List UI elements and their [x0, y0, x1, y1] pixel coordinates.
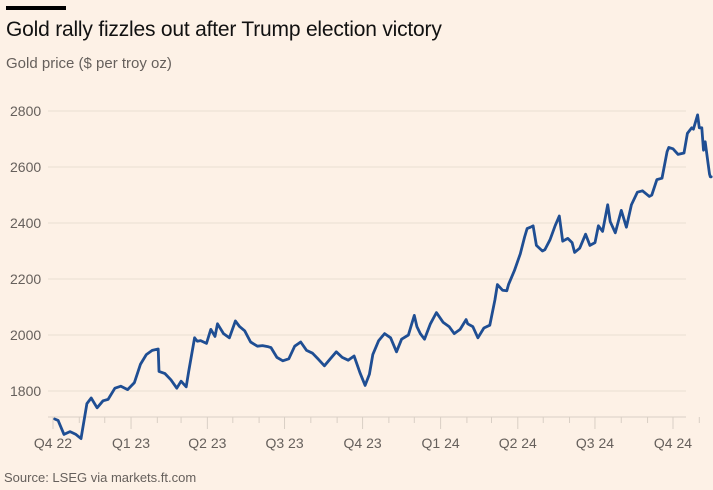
- x-tick-label: Q3 23: [265, 435, 303, 451]
- chart-title: Gold rally fizzles out after Trump elect…: [6, 18, 442, 41]
- x-tick-label: Q3 24: [576, 435, 614, 451]
- y-tick-label: 2800: [10, 103, 41, 119]
- gridlines: [48, 110, 686, 392]
- x-tick-label: Q2 23: [188, 435, 226, 451]
- y-tick-label: 2200: [10, 271, 41, 287]
- x-tick-label: Q1 23: [112, 435, 150, 451]
- x-tick-label: Q4 24: [654, 435, 692, 451]
- gold-price-line: [53, 113, 713, 440]
- y-axis-ticks: 1800 2000 2200 2400 2600 2800: [10, 103, 41, 399]
- y-tick-label: 2600: [10, 159, 41, 175]
- x-tick-label: Q4 22: [34, 435, 72, 451]
- gold-price-chart: 1800 2000 2200 2400 2600 2800 Q4 22 Q1 23 Q2 23…: [10, 103, 713, 451]
- x-tick-label: Q2 24: [499, 435, 537, 451]
- chart-subtitle: Gold price ($ per troy oz): [6, 55, 172, 72]
- source-note: Source: LSEG via markets.ft.com: [4, 470, 197, 485]
- ft-brand-bar: [6, 6, 66, 10]
- x-axis: Q4 22 Q1 23 Q2 23 Q3 23 Q4 23 Q1 24 Q2 24 Q3 24…: [34, 416, 700, 451]
- x-tick-label: Q1 24: [422, 435, 460, 451]
- series-layer: [53, 113, 713, 440]
- x-tick-label: Q4 23: [344, 435, 382, 451]
- y-tick-label: 2000: [10, 327, 41, 343]
- y-tick-label: 2400: [10, 215, 41, 231]
- y-tick-label: 1800: [10, 383, 41, 399]
